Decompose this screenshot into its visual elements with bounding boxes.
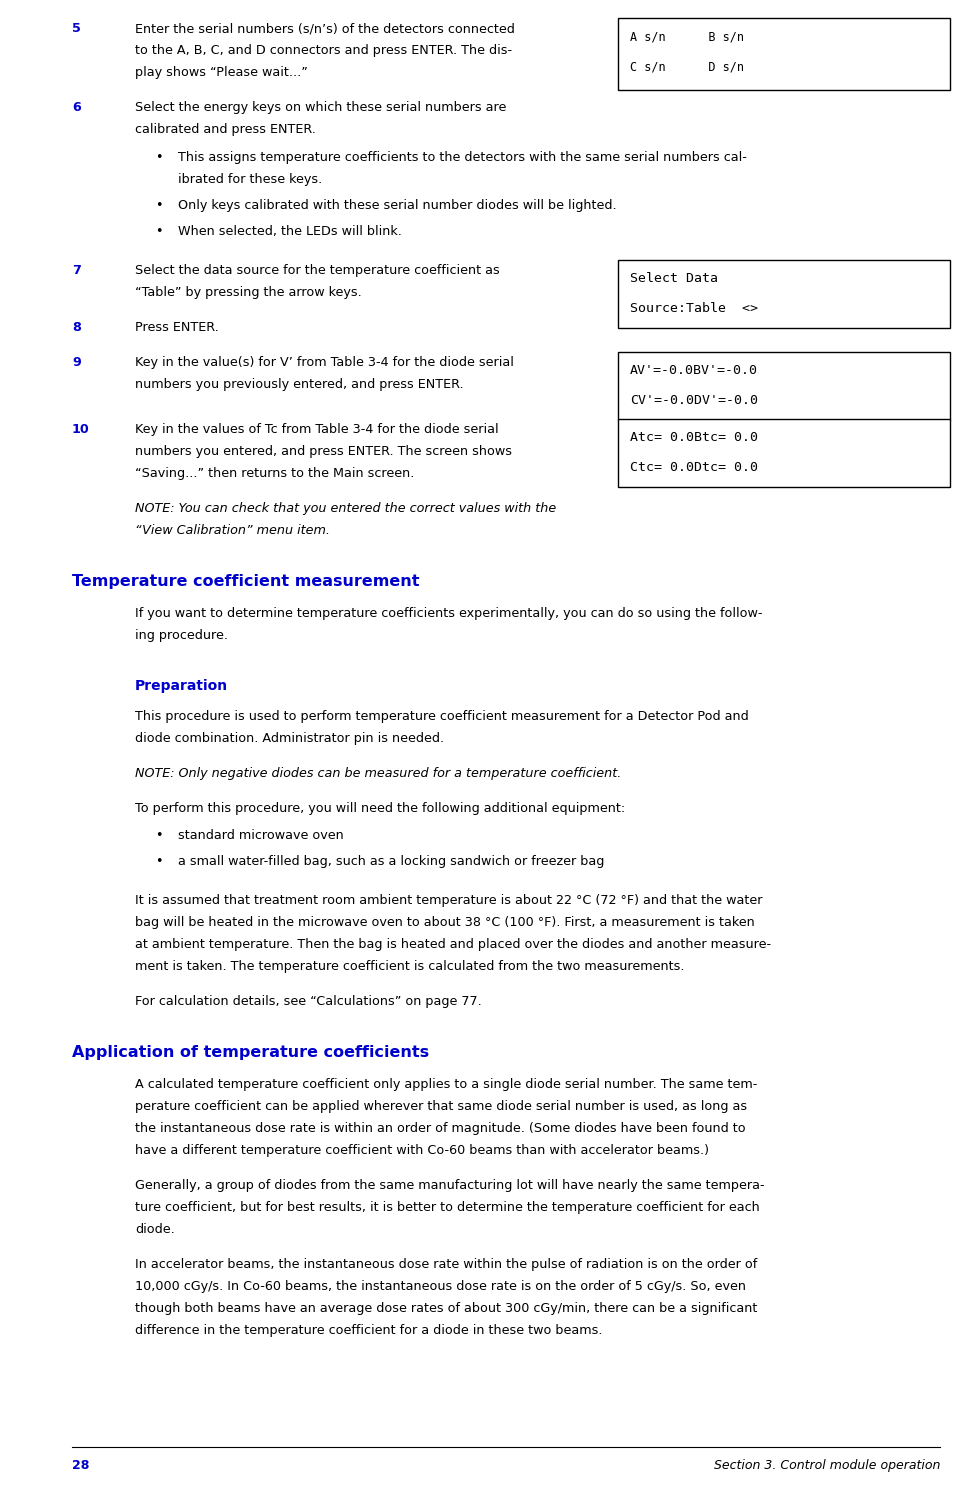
- Text: Only keys calibrated with these serial number diodes will be lighted.: Only keys calibrated with these serial n…: [178, 200, 616, 211]
- Text: Temperature coefficient measurement: Temperature coefficient measurement: [72, 575, 419, 590]
- FancyBboxPatch shape: [618, 351, 950, 420]
- Text: Key in the values of Tc from Table 3-4 for the diode serial: Key in the values of Tc from Table 3-4 f…: [135, 423, 498, 436]
- Text: In accelerator beams, the instantaneous dose rate within the pulse of radiation : In accelerator beams, the instantaneous …: [135, 1258, 758, 1272]
- Text: ing procedure.: ing procedure.: [135, 630, 228, 642]
- Text: diode combination. Administrator pin is needed.: diode combination. Administrator pin is …: [135, 733, 445, 744]
- Text: numbers you previously entered, and press ENTER.: numbers you previously entered, and pres…: [135, 378, 464, 392]
- Text: though both beams have an average dose rates of about 300 cGy/min, there can be : though both beams have an average dose r…: [135, 1303, 758, 1315]
- Text: 8: 8: [72, 322, 81, 334]
- Text: Select Data: Select Data: [630, 272, 718, 284]
- Text: to the A, B, C, and D connectors and press ENTER. The dis-: to the A, B, C, and D connectors and pre…: [135, 45, 512, 57]
- Text: ibrated for these keys.: ibrated for these keys.: [178, 173, 323, 186]
- Text: Key in the value(s) for V’ from Table 3-4 for the diode serial: Key in the value(s) for V’ from Table 3-…: [135, 356, 514, 369]
- Text: ture coefficient, but for best results, it is better to determine the temperatur: ture coefficient, but for best results, …: [135, 1202, 760, 1214]
- Text: “Table” by pressing the arrow keys.: “Table” by pressing the arrow keys.: [135, 286, 362, 299]
- Text: If you want to determine temperature coefficients experimentally, you can do so : If you want to determine temperature coe…: [135, 608, 762, 621]
- Text: calibrated and press ENTER.: calibrated and press ENTER.: [135, 124, 316, 135]
- Text: NOTE: You can check that you entered the correct values with the: NOTE: You can check that you entered the…: [135, 502, 557, 515]
- Text: Select the data source for the temperature coefficient as: Select the data source for the temperatu…: [135, 264, 500, 277]
- Text: •: •: [155, 829, 163, 843]
- Text: When selected, the LEDs will blink.: When selected, the LEDs will blink.: [178, 225, 402, 238]
- Text: NOTE: Only negative diodes can be measured for a temperature coefficient.: NOTE: Only negative diodes can be measur…: [135, 767, 621, 780]
- Text: a small water-filled bag, such as a locking sandwich or freezer bag: a small water-filled bag, such as a lock…: [178, 855, 604, 868]
- Text: “View Calibration” menu item.: “View Calibration” menu item.: [135, 524, 330, 538]
- Text: •: •: [155, 150, 163, 164]
- Text: This procedure is used to perform temperature coefficient measurement for a Dete: This procedure is used to perform temper…: [135, 710, 749, 724]
- FancyBboxPatch shape: [618, 18, 950, 89]
- Text: Application of temperature coefficients: Application of temperature coefficients: [72, 1045, 429, 1060]
- Text: “Saving...” then returns to the Main screen.: “Saving...” then returns to the Main scr…: [135, 468, 414, 481]
- Text: perature coefficient can be applied wherever that same diode serial number is us: perature coefficient can be applied wher…: [135, 1100, 747, 1114]
- Text: Section 3. Control module operation: Section 3. Control module operation: [714, 1459, 940, 1473]
- Text: Preparation: Preparation: [135, 679, 228, 694]
- Text: Ctc= 0.0Dtc= 0.0: Ctc= 0.0Dtc= 0.0: [630, 462, 758, 475]
- Text: ment is taken. The temperature coefficient is calculated from the two measuremen: ment is taken. The temperature coefficie…: [135, 960, 684, 974]
- Text: This assigns temperature coefficients to the detectors with the same serial numb: This assigns temperature coefficients to…: [178, 150, 747, 164]
- Text: A calculated temperature coefficient only applies to a single diode serial numbe: A calculated temperature coefficient onl…: [135, 1078, 758, 1091]
- Text: CV'=-0.0DV'=-0.0: CV'=-0.0DV'=-0.0: [630, 395, 758, 406]
- Text: Generally, a group of diodes from the same manufacturing lot will have nearly th: Generally, a group of diodes from the sa…: [135, 1179, 764, 1193]
- Text: C s/n      D s/n: C s/n D s/n: [630, 60, 744, 73]
- Text: numbers you entered, and press ENTER. The screen shows: numbers you entered, and press ENTER. Th…: [135, 445, 512, 459]
- Text: 28: 28: [72, 1459, 90, 1473]
- Text: 10,000 cGy/s. In Co-60 beams, the instantaneous dose rate is on the order of 5 c: 10,000 cGy/s. In Co-60 beams, the instan…: [135, 1281, 746, 1294]
- Text: Select the energy keys on which these serial numbers are: Select the energy keys on which these se…: [135, 101, 506, 115]
- Text: To perform this procedure, you will need the following additional equipment:: To perform this procedure, you will need…: [135, 803, 625, 814]
- Text: For calculation details, see “Calculations” on page 77.: For calculation details, see “Calculatio…: [135, 995, 482, 1008]
- Text: Atc= 0.0Btc= 0.0: Atc= 0.0Btc= 0.0: [630, 432, 758, 444]
- Text: •: •: [155, 200, 163, 211]
- Text: have a different temperature coefficient with Co-60 beams than with accelerator : have a different temperature coefficient…: [135, 1144, 709, 1157]
- Text: play shows “Please wait...”: play shows “Please wait...”: [135, 66, 308, 79]
- Text: Press ENTER.: Press ENTER.: [135, 322, 218, 334]
- FancyBboxPatch shape: [618, 420, 950, 487]
- Text: A s/n      B s/n: A s/n B s/n: [630, 30, 744, 43]
- Text: 7: 7: [72, 264, 81, 277]
- Text: diode.: diode.: [135, 1222, 175, 1236]
- Text: standard microwave oven: standard microwave oven: [178, 829, 344, 843]
- Text: 9: 9: [72, 356, 81, 369]
- Text: Source:Table  <>: Source:Table <>: [630, 302, 758, 316]
- Text: AV'=-0.0BV'=-0.0: AV'=-0.0BV'=-0.0: [630, 363, 758, 377]
- Text: 5: 5: [72, 22, 81, 36]
- FancyBboxPatch shape: [618, 261, 950, 328]
- Text: Enter the serial numbers (s/n’s) of the detectors connected: Enter the serial numbers (s/n’s) of the …: [135, 22, 515, 36]
- Text: 6: 6: [72, 101, 81, 115]
- Text: 10: 10: [72, 423, 90, 436]
- Text: at ambient temperature. Then the bag is heated and placed over the diodes and an: at ambient temperature. Then the bag is …: [135, 938, 771, 951]
- Text: It is assumed that treatment room ambient temperature is about 22 °C (72 °F) and: It is assumed that treatment room ambien…: [135, 895, 762, 907]
- Text: •: •: [155, 225, 163, 238]
- Text: •: •: [155, 855, 163, 868]
- Text: bag will be heated in the microwave oven to about 38 °C (100 °F). First, a measu: bag will be heated in the microwave oven…: [135, 916, 755, 929]
- Text: the instantaneous dose rate is within an order of magnitude. (Some diodes have b: the instantaneous dose rate is within an…: [135, 1123, 746, 1135]
- Text: difference in the temperature coefficient for a diode in these two beams.: difference in the temperature coefficien…: [135, 1324, 603, 1337]
